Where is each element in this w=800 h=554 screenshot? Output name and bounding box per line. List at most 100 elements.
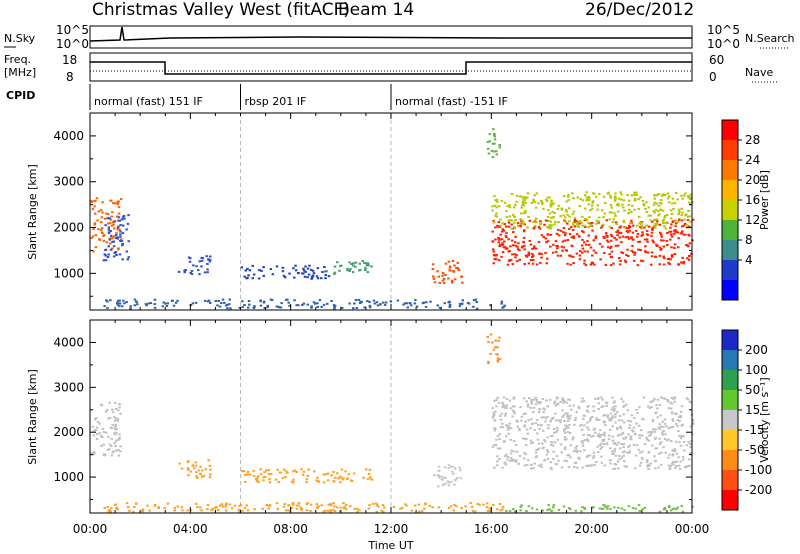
echo-point: [93, 223, 97, 226]
echo-point: [360, 301, 363, 304]
echo-point: [489, 304, 492, 307]
echo-point: [315, 275, 319, 278]
echo-point: [613, 448, 617, 451]
echo-point: [595, 417, 598, 420]
echo-point: [668, 506, 671, 509]
echo-point: [661, 420, 665, 423]
echo-point: [122, 215, 126, 217]
echo-point: [297, 304, 300, 307]
echo-point: [437, 506, 441, 509]
echo-point: [491, 240, 494, 243]
echo-point: [687, 201, 691, 204]
echo-point: [669, 233, 673, 236]
echo-point: [578, 254, 582, 257]
echo-point: [669, 230, 673, 233]
echo-point: [647, 468, 650, 470]
echo-point: [164, 302, 167, 305]
echo-point: [642, 204, 646, 207]
echo-point: [621, 235, 625, 238]
echo-point: [647, 439, 651, 442]
echo-point: [596, 208, 599, 211]
echo-point: [565, 424, 569, 427]
echo-point: [302, 272, 305, 275]
echo-point: [574, 509, 578, 512]
echo-point: [127, 256, 130, 259]
echo-point: [665, 239, 669, 242]
echo-point: [610, 245, 613, 248]
freq-line: [90, 61, 692, 75]
echo-point: [93, 199, 96, 202]
echo-point: [257, 475, 260, 478]
echo-point: [485, 506, 489, 509]
echo-point: [533, 201, 537, 204]
echo-point: [509, 407, 513, 410]
echo-point: [635, 408, 638, 411]
echo-point: [647, 206, 650, 209]
echo-point: [296, 272, 300, 275]
echo-point: [569, 444, 573, 447]
echo-point: [591, 254, 594, 257]
echo-point: [381, 301, 385, 304]
echo-point: [666, 400, 670, 403]
echo-point: [553, 431, 556, 434]
echo-point: [488, 133, 492, 136]
echo-point: [189, 509, 193, 512]
echo-point: [557, 234, 561, 237]
echo-point: [640, 434, 644, 437]
echo-point: [581, 224, 584, 227]
echo-point: [195, 265, 198, 268]
echo-point: [639, 249, 642, 251]
echo-point: [93, 212, 97, 215]
echo-point: [532, 467, 535, 470]
echo-point: [546, 196, 550, 199]
echo-point: [608, 225, 612, 228]
echo-point: [570, 236, 574, 239]
echo-point: [661, 433, 664, 436]
echo-point: [302, 470, 306, 473]
echo-point: [595, 418, 598, 421]
echo-point: [496, 224, 499, 227]
echo-point: [586, 240, 589, 243]
echo-point: [498, 259, 501, 262]
cpid-modes: normal (fast) 151 IF rbsp 201 IF normal (f…: [89, 84, 508, 110]
echo-point: [608, 419, 611, 422]
echo-point: [530, 402, 534, 405]
echo-point: [523, 223, 526, 226]
echo-point: [507, 432, 510, 435]
echo-point: [534, 224, 537, 227]
echo-point: [628, 444, 632, 447]
colorbar-swatch: [722, 160, 738, 181]
echo-point: [547, 457, 550, 460]
echo-point: [567, 417, 571, 420]
echo-point: [442, 277, 446, 280]
echo-point: [374, 502, 378, 505]
echo-point: [208, 464, 212, 467]
echo-point: [612, 262, 615, 265]
echo-point: [104, 224, 107, 227]
echo-point: [358, 509, 361, 512]
echo-point: [604, 401, 608, 404]
x-tick-label: 12:00: [374, 522, 409, 536]
echo-point: [653, 455, 656, 458]
echo-point: [578, 407, 581, 410]
echo-point: [352, 472, 356, 475]
echo-point: [237, 508, 240, 511]
echo-point: [238, 510, 241, 513]
echo-point: [642, 202, 645, 205]
echo-point: [647, 405, 650, 408]
echo-point: [566, 213, 569, 216]
echo-point: [333, 505, 336, 508]
echo-point: [687, 441, 690, 444]
echo-point: [354, 261, 358, 264]
echo-point: [453, 467, 457, 470]
echo-point: [633, 191, 636, 194]
echo-point: [498, 144, 501, 146]
echo-point: [262, 300, 266, 303]
echo-point: [512, 396, 516, 399]
echo-point: [614, 416, 617, 419]
echo-point: [608, 211, 612, 214]
echo-point: [629, 420, 633, 423]
echo-point: [114, 433, 117, 436]
echo-point: [650, 431, 653, 433]
echo-point: [615, 411, 619, 414]
